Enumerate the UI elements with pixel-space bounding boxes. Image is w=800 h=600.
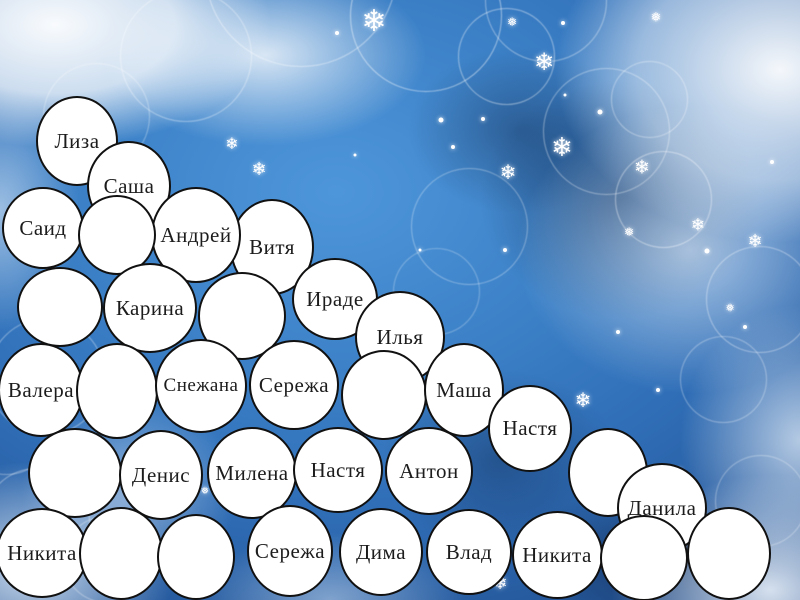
snowball-label: Сережа (258, 372, 330, 397)
snowball-3: Витя (230, 199, 314, 295)
snowball-label: Валера (7, 377, 75, 402)
snowball-label: Денис (131, 462, 191, 487)
snowball-label: Ираде (306, 286, 364, 311)
snowball-23: Антон (385, 427, 473, 515)
snowball-empty-34 (687, 506, 771, 600)
snowball-label: Саша (103, 173, 155, 198)
snowball-label: Влад (445, 539, 493, 564)
snowball-21: Милена (207, 427, 297, 519)
snowball-8: Карина (103, 263, 197, 353)
snow-dot (438, 117, 444, 123)
frost-swirl-ring (614, 150, 712, 248)
snowball-label: Настя (502, 415, 558, 440)
snow-dot (656, 388, 660, 392)
snowflake-icon: ❄ (361, 4, 387, 39)
snowball-label: Антон (399, 458, 459, 483)
snow-dot (770, 160, 774, 164)
snowball-26: Никита (0, 508, 88, 598)
snowball-22: Настя (293, 427, 383, 513)
snowball-30: Дима (339, 508, 423, 596)
snowball-label: Дима (355, 539, 407, 564)
snow-dot (563, 93, 567, 97)
frost-swirl-ring (457, 7, 555, 105)
snowball-label: Илья (376, 324, 424, 349)
snow-dot (335, 31, 339, 35)
snowball-label: Лиза (54, 128, 100, 153)
snow-dot (353, 153, 357, 157)
snowball-label: Маша (436, 377, 492, 402)
snowflake-icon: ❅ (506, 15, 518, 29)
snowflake-icon: ❄ (533, 48, 555, 76)
snowball-label: Карина (115, 295, 185, 320)
snowball-label: Настя (310, 457, 366, 482)
snowflake-icon: ❄ (747, 231, 763, 252)
snowflake-icon: ❅ (623, 225, 635, 239)
snowball-empty-10 (17, 267, 103, 347)
snowball-empty-13 (76, 343, 158, 439)
snow-dot (597, 109, 603, 115)
snowball-empty-33 (600, 515, 688, 600)
snowball-label: Никита (7, 540, 77, 565)
snowflake-icon: ❅ (650, 10, 662, 26)
snowball-empty-27 (79, 506, 163, 600)
snowball-label: Снежана (163, 375, 239, 396)
snowball-15: Сережа (249, 340, 339, 430)
snowflake-icon: ❅ (200, 486, 210, 497)
snowball-empty-16 (341, 350, 427, 440)
snowball-31: Влад (426, 509, 512, 595)
snowball-empty-19 (28, 428, 122, 518)
frost-swirl-ring (120, 0, 252, 122)
frost-swirl-ring (679, 335, 767, 423)
snowball-empty-6 (78, 195, 156, 275)
snow-dot (743, 325, 747, 329)
snowball-5: Саид (2, 187, 84, 269)
snowball-29: Сережа (247, 505, 333, 597)
snow-dot (616, 330, 620, 334)
snow-dot (503, 248, 507, 252)
snowball-1: Лиза (36, 96, 118, 186)
snowball-label: Никита (522, 542, 592, 567)
snowflake-icon: ❅ (725, 301, 735, 315)
snowball-32: Никита (511, 511, 603, 599)
snowflake-icon: ❄ (251, 159, 267, 180)
snowflake-icon: ❄ (634, 156, 650, 179)
snowball-14: Снежана (155, 339, 247, 433)
snow-dot (481, 117, 485, 121)
snowflake-icon: ❄ (225, 134, 239, 153)
snowball-12: Валера (0, 343, 84, 437)
snowball-empty-28 (157, 514, 235, 600)
snowball-label: Сережа (254, 538, 326, 563)
snowball-label: Витя (249, 234, 295, 259)
snowflake-icon: ❄ (499, 160, 517, 184)
frost-swirl-ring (610, 60, 688, 138)
snow-dot (418, 248, 422, 252)
snowball-18: Настя (488, 384, 572, 472)
snowball-label: Милена (215, 460, 289, 485)
snowball-20: Денис (119, 430, 203, 520)
snow-dot (561, 21, 565, 25)
snowball-label: Саид (19, 215, 67, 240)
snow-dot (451, 145, 455, 149)
snowflake-icon: ❄ (690, 215, 706, 236)
snowflake-icon: ❄ (574, 388, 592, 412)
snow-dot (704, 248, 710, 254)
snowflake-icon: ❄ (551, 133, 573, 163)
snowball-label: Андрей (160, 222, 232, 247)
